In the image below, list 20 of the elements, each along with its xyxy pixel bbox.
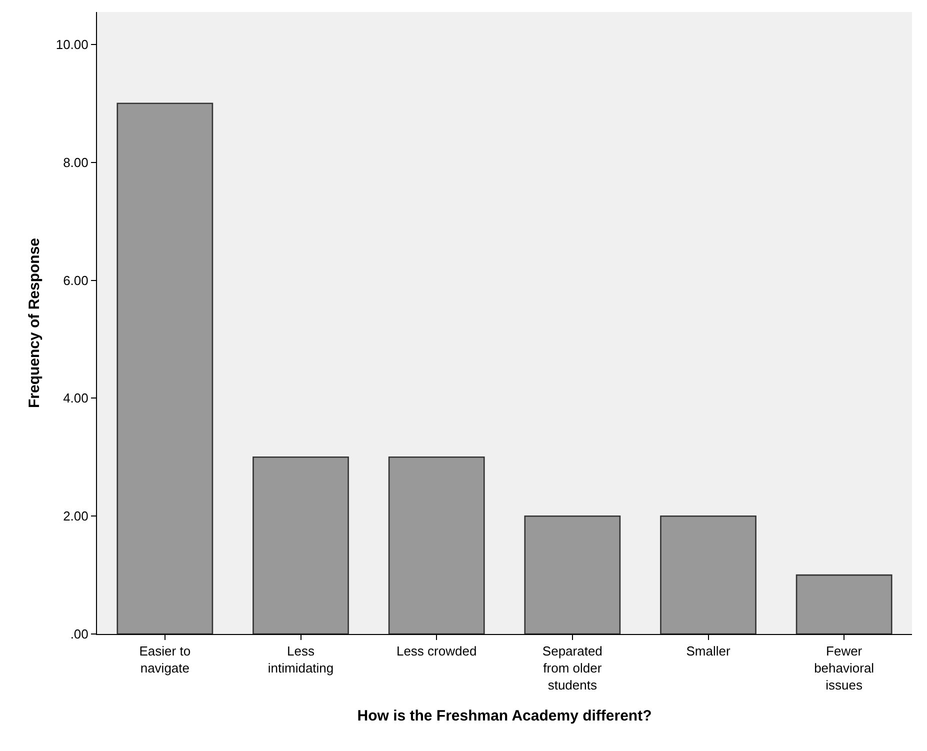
bar (388, 456, 485, 634)
y-tick-label: 6.00 (63, 272, 88, 288)
bar (796, 574, 892, 634)
y-tick-label: 8.00 (63, 154, 88, 170)
x-tick-label: Easier to navigate (139, 644, 191, 676)
y-tick-label: 10.00 (56, 36, 88, 52)
x-tick-label: Less crowded (396, 644, 477, 659)
y-tick-label: 2.00 (63, 508, 88, 524)
x-tick-label: Less intimidating (268, 644, 334, 676)
x-tick-label: Smaller (686, 644, 731, 659)
x-tick-label: Separated from older students (542, 644, 602, 692)
bar (252, 456, 349, 634)
bar (524, 515, 621, 634)
bar (660, 515, 756, 634)
y-tick-label: 4.00 (63, 390, 88, 406)
x-tick-label: Fewer behavioral issues (814, 644, 874, 692)
y-axis-title: Frequency of Response (26, 238, 44, 408)
y-tick-label: .00 (70, 626, 88, 642)
bar (116, 102, 214, 634)
x-axis-title: How is the Freshman Academy different? (357, 707, 652, 724)
